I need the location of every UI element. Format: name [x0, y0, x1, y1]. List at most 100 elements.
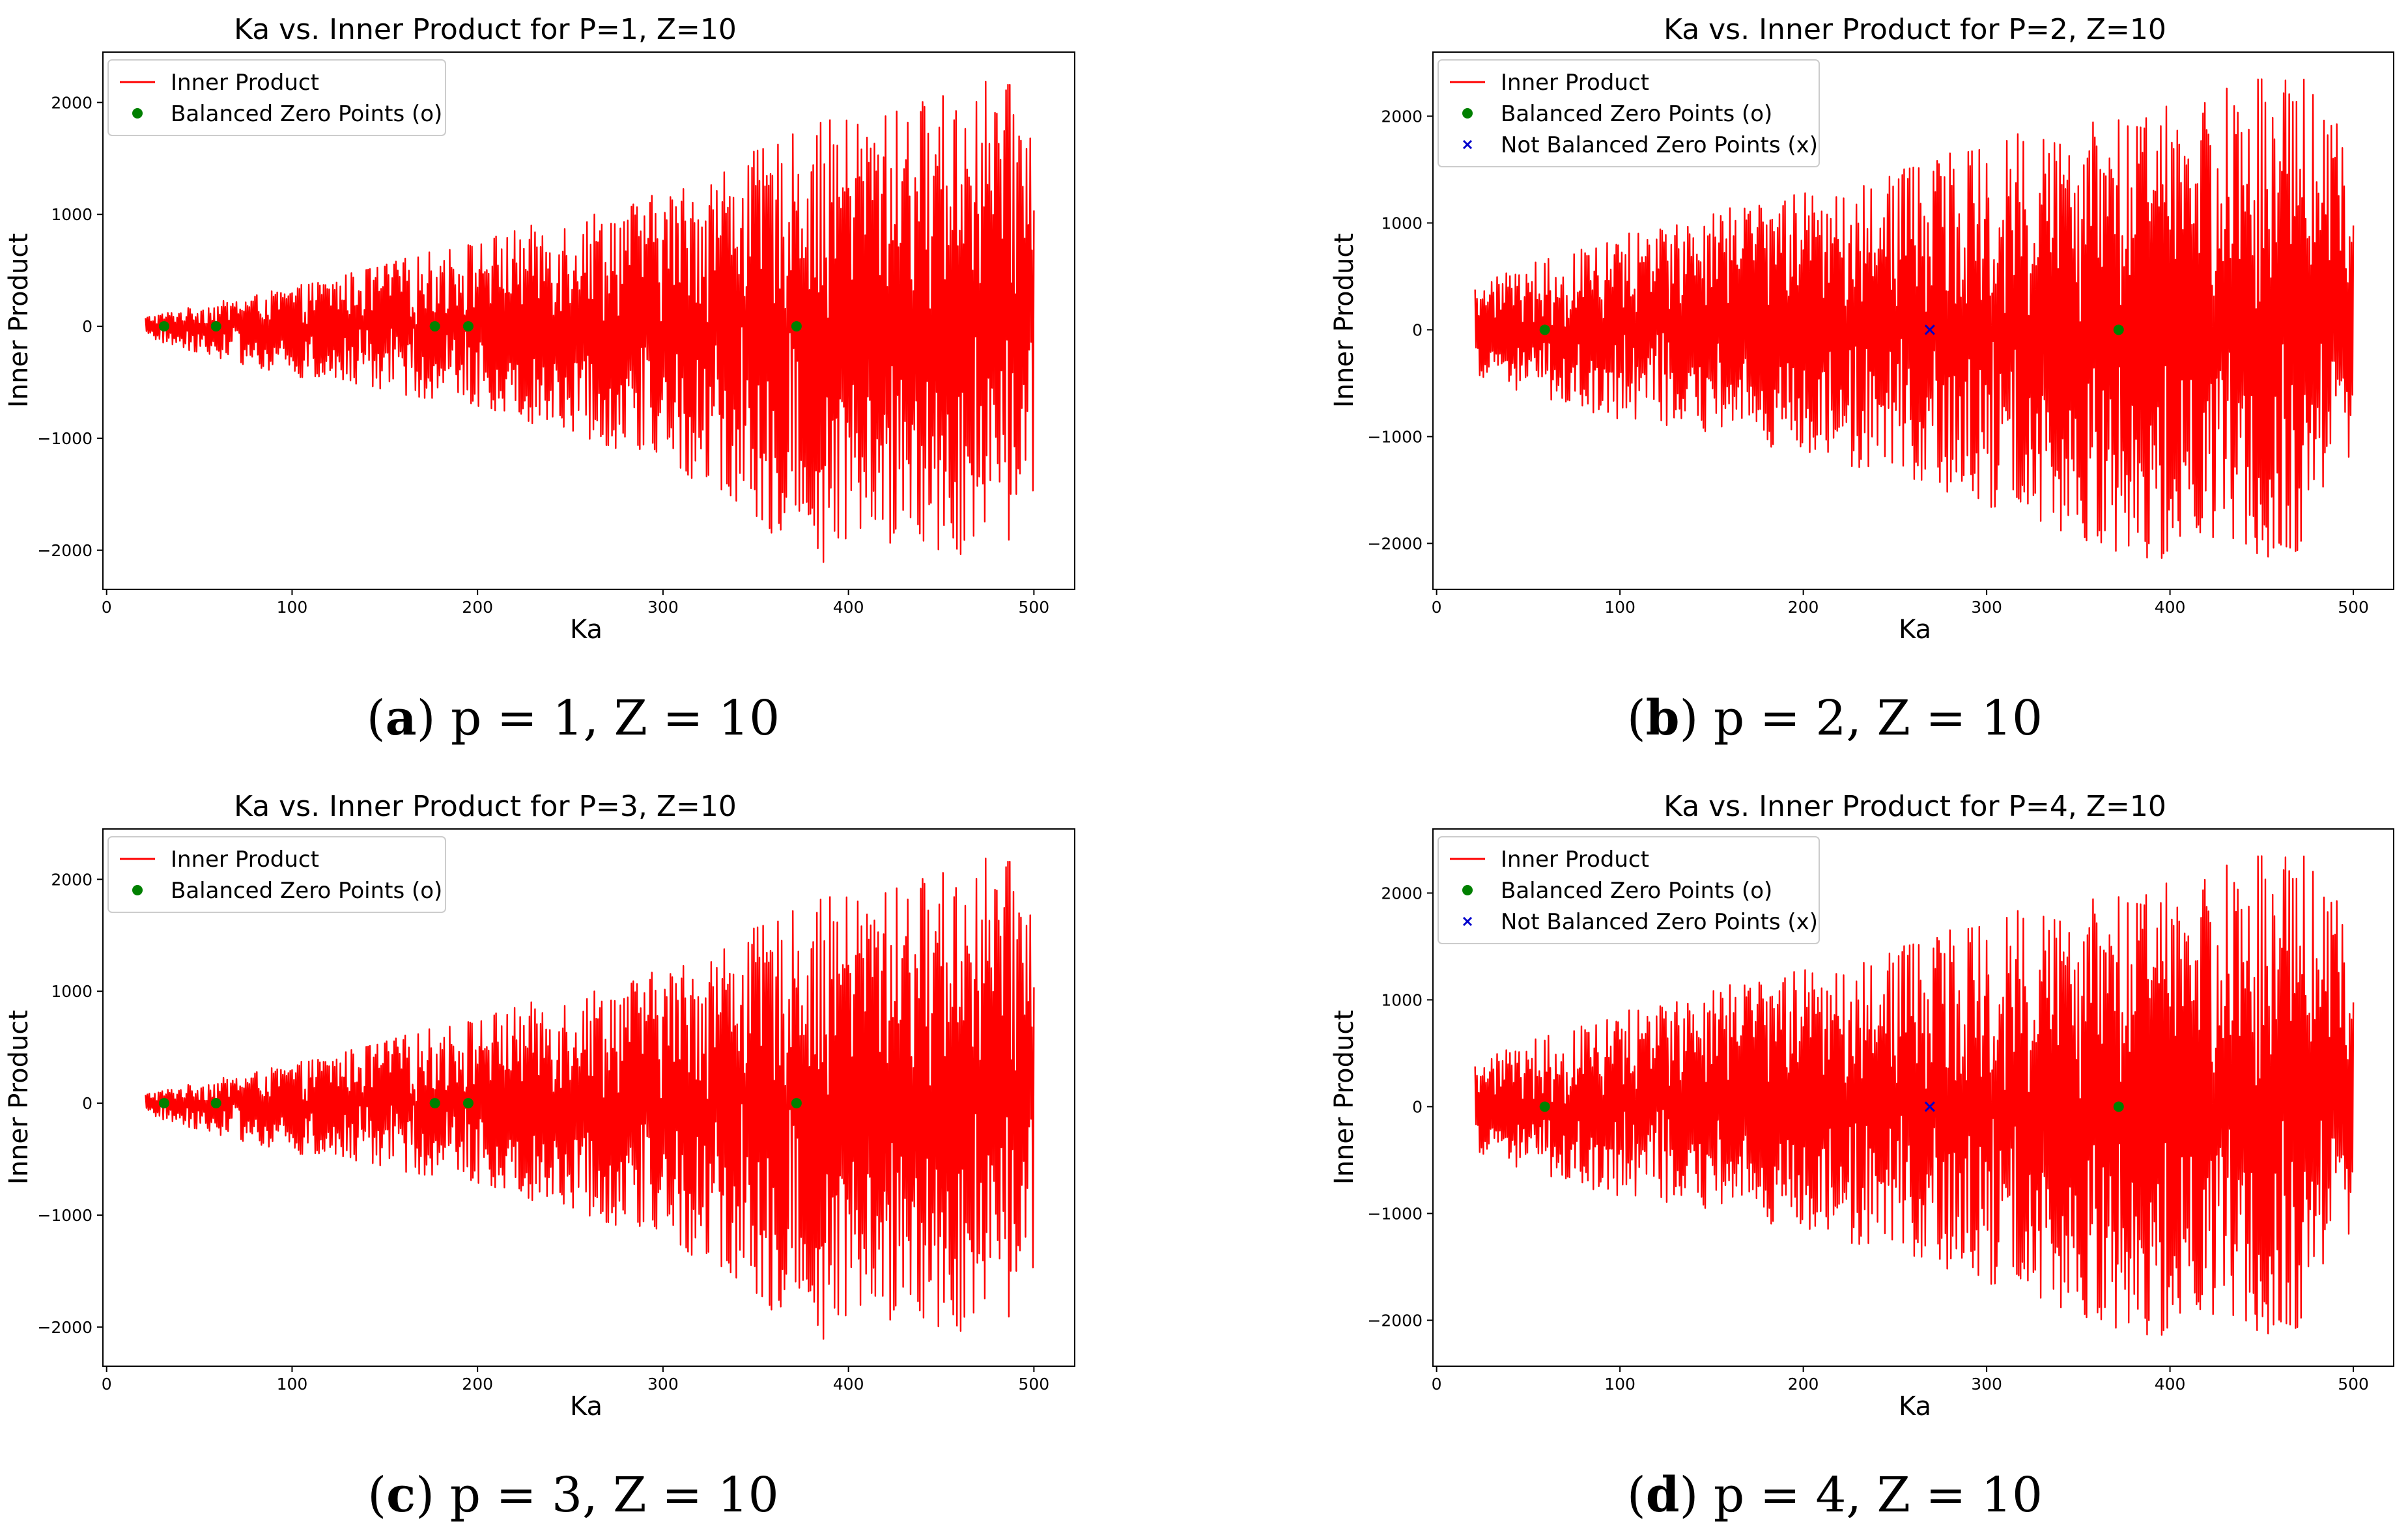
balanced-zero-point [2113, 1101, 2124, 1112]
not-balanced-zero-point [1924, 1101, 1935, 1112]
subfigure-b: Ka vs. Inner Product for P=2, Z=10 Ka In… [1262, 0, 2408, 746]
legend-entry-label: Inner Product [1501, 847, 1649, 873]
balanced-zero-point [1539, 324, 1550, 335]
balanced-zero-point [429, 321, 440, 332]
x-tick-label: 300 [647, 1375, 679, 1394]
x-tick-label: 500 [2338, 1375, 2369, 1394]
legend-box [107, 836, 446, 913]
series-inner-product-line [145, 857, 1035, 1340]
x-tick-label: 200 [462, 598, 493, 617]
x-tick-label: 100 [1604, 598, 1636, 617]
y-tick-label: 1000 [51, 205, 92, 224]
caption-a: (a) p = 1, Z = 10 [366, 690, 780, 746]
y-tick-label: 2000 [51, 870, 92, 889]
x-tick-label: 400 [833, 1375, 864, 1394]
x-tick-label: 100 [1604, 1375, 1636, 1394]
x-marker-stroke [1924, 1101, 1935, 1112]
caption-label: a [385, 690, 417, 746]
caption-d: (d) p = 4, Z = 10 [1626, 1467, 2043, 1523]
legend-entry-label: Inner Product [171, 847, 319, 873]
plot-area-frame [1432, 828, 2394, 1367]
legend-entry-label: Balanced Zero Points (o) [171, 101, 442, 127]
series-inner-product-line [1474, 78, 2355, 559]
x-tick-label: 300 [647, 598, 679, 617]
balanced-zero-point [462, 1098, 474, 1109]
legend-entry-label: Not Balanced Zero Points (x) [1501, 132, 1818, 158]
legend-entry-label: Not Balanced Zero Points (x) [1501, 909, 1818, 935]
caption-label: b [1645, 690, 1680, 746]
x-axis-label: Ka [1899, 1392, 1931, 1422]
legend-box [1438, 59, 1820, 167]
chart-d: Ka vs. Inner Product for P=4, Z=10 Ka In… [1329, 790, 2394, 1422]
y-tick-label: 2000 [1381, 107, 1423, 126]
subfigure-d: Ka vs. Inner Product for P=4, Z=10 Ka In… [1262, 777, 2408, 1523]
caption-text: p = 2, Z = 10 [1713, 690, 2043, 746]
y-tick-label: −2000 [1367, 1311, 1423, 1330]
x-tick-label: 500 [1018, 598, 1049, 617]
chart-b: Ka vs. Inner Product for P=2, Z=10 Ka In… [1329, 13, 2394, 645]
x-tick-label: 100 [277, 1375, 308, 1394]
series-inner-product-line [1474, 855, 2355, 1336]
y-tick-label: −1000 [37, 1206, 92, 1225]
chart-title: Ka vs. Inner Product for P=2, Z=10 [1664, 13, 2166, 46]
caption-label: c [386, 1467, 416, 1523]
x-marker-stroke [1924, 324, 1935, 335]
chart-a: Ka vs. Inner Product for P=1, Z=10 Ka In… [4, 13, 1075, 645]
legend-box [107, 59, 446, 136]
legend-entry-label: Balanced Zero Points (o) [1501, 878, 1772, 904]
caption-text: p = 3, Z = 10 [449, 1467, 779, 1523]
series-inner-product-line [145, 80, 1035, 563]
chart-title: Ka vs. Inner Product for P=3, Z=10 [234, 790, 737, 823]
x-tick-label: 200 [462, 1375, 493, 1394]
y-tick-label: −1000 [1367, 1204, 1423, 1223]
y-tick-label: 0 [82, 317, 92, 336]
legend-dot-swatch [1462, 885, 1473, 895]
y-tick-label: −1000 [1367, 427, 1423, 446]
y-axis-label: Inner Product [1329, 1010, 1359, 1185]
balanced-zero-point [210, 1098, 221, 1109]
y-tick-label: −2000 [37, 541, 92, 560]
x-tick-label: 300 [1971, 1375, 2002, 1394]
legend-entry-label: Balanced Zero Points (o) [1501, 101, 1772, 127]
caption-text: p = 1, Z = 10 [451, 690, 780, 746]
balanced-zero-point [2113, 324, 2124, 335]
balanced-zero-point [158, 1098, 169, 1109]
chart-c: Ka vs. Inner Product for P=3, Z=10 Ka In… [4, 790, 1075, 1422]
legend-dot-swatch [1462, 108, 1473, 119]
y-tick-label: −2000 [1367, 534, 1423, 553]
y-tick-label: 0 [1412, 1097, 1423, 1116]
balanced-zero-point [210, 321, 221, 332]
balanced-zero-point [791, 1098, 802, 1109]
y-tick-label: 1000 [1381, 214, 1423, 232]
y-tick-label: −1000 [37, 429, 92, 448]
legend: Inner Product Balanced Zero Points (o) Not… [1438, 836, 1820, 944]
subfigure-c: Ka vs. Inner Product for P=3, Z=10 Ka In… [0, 777, 1146, 1523]
legend-x-swatch [1462, 139, 1473, 150]
plot-area-frame [102, 51, 1075, 590]
x-axis-label: Ka [570, 1392, 602, 1422]
balanced-zero-point [462, 321, 474, 332]
caption-text: p = 4, Z = 10 [1713, 1467, 2043, 1523]
x-tick-label: 500 [1018, 1375, 1049, 1394]
legend-entry-label: Balanced Zero Points (o) [171, 878, 442, 904]
legend-x-swatch [1462, 916, 1473, 927]
x-tick-label: 400 [2155, 1375, 2186, 1394]
plot-area-frame [1432, 51, 2394, 590]
x-axis-label: Ka [570, 615, 602, 645]
x-tick-label: 0 [102, 1375, 112, 1394]
y-tick-label: 2000 [51, 93, 92, 112]
y-tick-label: 2000 [1381, 884, 1423, 903]
x-tick-label: 400 [2155, 598, 2186, 617]
chart-title: Ka vs. Inner Product for P=1, Z=10 [234, 13, 737, 46]
legend-entry-label: Inner Product [1501, 70, 1649, 96]
legend: Inner Product Balanced Zero Points (o) [107, 59, 446, 136]
legend-box [1438, 836, 1820, 944]
caption-label: d [1645, 1467, 1680, 1523]
legend-dot-swatch [132, 108, 143, 119]
legend: Inner Product Balanced Zero Points (o) [107, 836, 446, 913]
y-axis-label: Inner Product [4, 1010, 34, 1185]
legend-dot-swatch [132, 885, 143, 895]
y-axis-label: Inner Product [4, 233, 34, 408]
legend-entry-label: Inner Product [171, 70, 319, 96]
y-tick-label: 1000 [1381, 990, 1423, 1009]
